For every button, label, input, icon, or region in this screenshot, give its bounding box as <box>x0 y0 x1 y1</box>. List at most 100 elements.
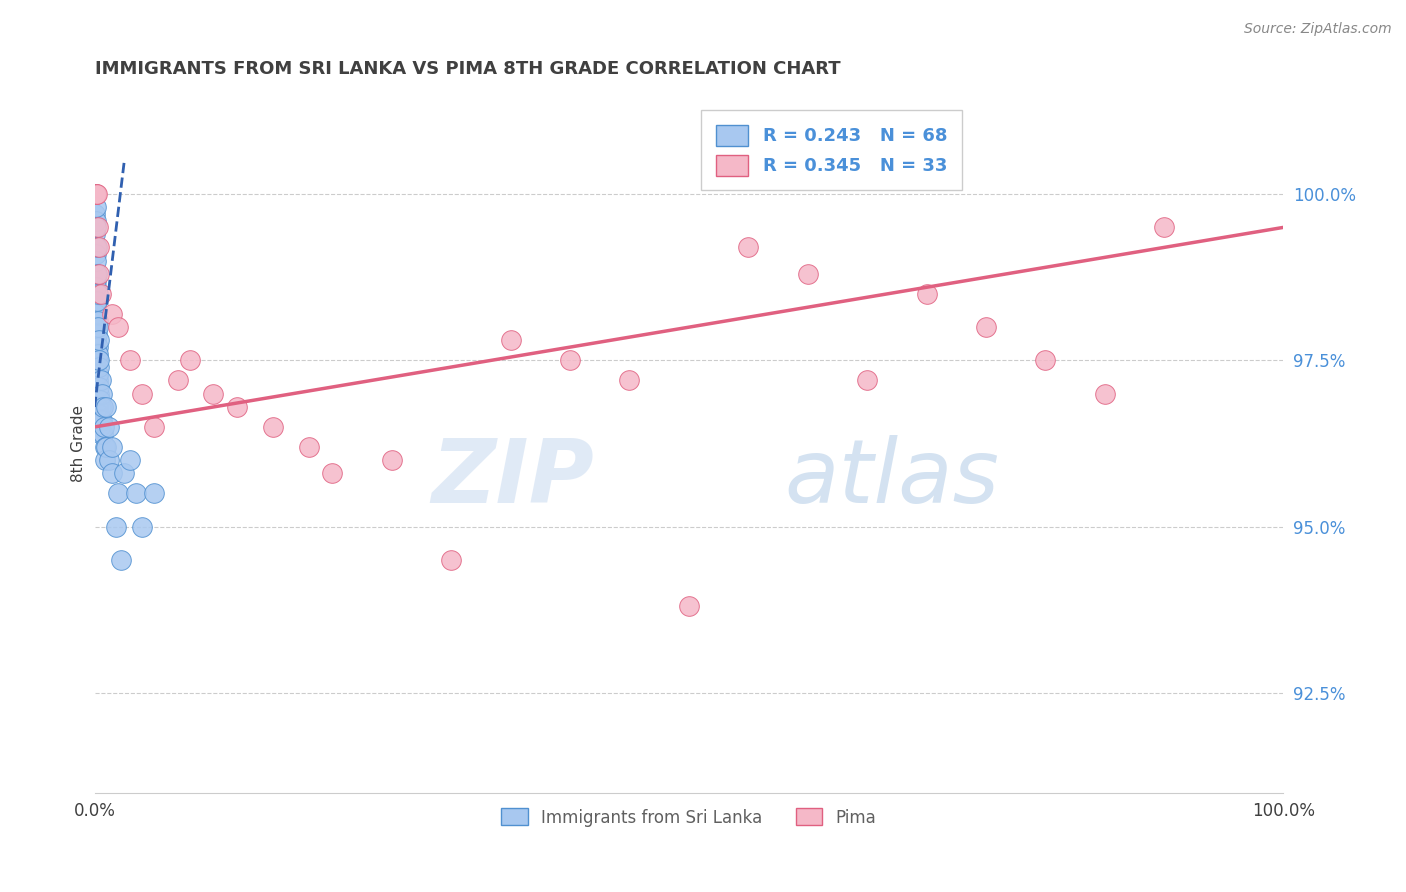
Point <box>84 187 107 202</box>
Point <box>86 340 108 354</box>
Point <box>87 373 110 387</box>
Point <box>84 187 107 202</box>
Point <box>86 347 108 361</box>
Point <box>101 307 124 321</box>
Point <box>619 373 641 387</box>
Point <box>86 267 108 281</box>
Point <box>84 300 107 314</box>
Legend: Immigrants from Sri Lanka, Pima: Immigrants from Sri Lanka, Pima <box>495 802 883 833</box>
Point <box>94 453 117 467</box>
Point <box>87 360 110 375</box>
Point <box>87 386 110 401</box>
Point <box>86 320 108 334</box>
Point <box>297 440 319 454</box>
Point <box>1094 386 1116 401</box>
Point <box>89 407 111 421</box>
Point <box>89 267 111 281</box>
Point <box>120 453 142 467</box>
Point <box>84 214 107 228</box>
Point <box>90 413 112 427</box>
Point <box>86 313 108 327</box>
Point <box>87 240 110 254</box>
Point <box>86 326 108 341</box>
Point <box>84 201 107 215</box>
Point <box>90 413 112 427</box>
Point <box>112 467 135 481</box>
Point <box>84 247 107 261</box>
Point <box>226 400 249 414</box>
Point <box>87 400 110 414</box>
Point <box>84 220 107 235</box>
Point <box>737 240 759 254</box>
Point <box>974 320 997 334</box>
Point <box>96 400 118 414</box>
Point <box>107 320 129 334</box>
Point <box>86 253 108 268</box>
Point <box>87 220 110 235</box>
Point <box>90 386 112 401</box>
Point <box>202 386 225 401</box>
Point <box>101 440 124 454</box>
Point <box>84 274 107 288</box>
Point <box>93 420 115 434</box>
Point <box>86 293 108 308</box>
Point <box>86 187 108 202</box>
Point <box>262 420 284 434</box>
Point <box>86 360 108 375</box>
Text: atlas: atlas <box>785 435 998 522</box>
Point <box>166 373 188 387</box>
Point <box>796 267 818 281</box>
Point <box>84 227 107 241</box>
Point <box>97 453 120 467</box>
Point <box>143 420 166 434</box>
Point <box>86 307 108 321</box>
Point <box>89 380 111 394</box>
Point <box>87 347 110 361</box>
Point <box>89 420 111 434</box>
Point <box>125 486 148 500</box>
Point <box>678 599 700 614</box>
Point <box>89 353 111 368</box>
Point <box>93 440 115 454</box>
Point <box>499 334 522 348</box>
Point <box>86 280 108 294</box>
Point <box>86 287 108 301</box>
Point <box>107 486 129 500</box>
Point <box>321 467 343 481</box>
Point <box>131 386 153 401</box>
Point <box>89 400 111 414</box>
Point <box>89 426 111 441</box>
Point <box>87 334 110 348</box>
Point <box>89 393 111 408</box>
Point <box>97 420 120 434</box>
Point <box>86 334 108 348</box>
Point <box>86 187 108 202</box>
Point <box>87 320 110 334</box>
Point <box>440 553 463 567</box>
Point <box>87 380 110 394</box>
Point <box>1153 220 1175 235</box>
Point <box>84 293 107 308</box>
Point <box>84 240 107 254</box>
Point <box>91 400 114 414</box>
Point <box>915 287 938 301</box>
Point <box>86 347 108 361</box>
Point <box>120 353 142 368</box>
Point <box>91 426 114 441</box>
Point <box>87 367 110 381</box>
Y-axis label: 8th Grade: 8th Grade <box>72 405 86 482</box>
Point <box>84 267 107 281</box>
Point <box>856 373 879 387</box>
Point <box>381 453 404 467</box>
Point <box>86 367 108 381</box>
Point <box>101 467 124 481</box>
Text: IMMIGRANTS FROM SRI LANKA VS PIMA 8TH GRADE CORRELATION CHART: IMMIGRANTS FROM SRI LANKA VS PIMA 8TH GR… <box>94 60 841 78</box>
Point <box>96 440 118 454</box>
Point <box>558 353 581 368</box>
Text: ZIP: ZIP <box>432 435 593 522</box>
Point <box>89 287 111 301</box>
Point <box>143 486 166 500</box>
Point <box>104 519 127 533</box>
Text: Source: ZipAtlas.com: Source: ZipAtlas.com <box>1244 22 1392 37</box>
Point <box>86 240 108 254</box>
